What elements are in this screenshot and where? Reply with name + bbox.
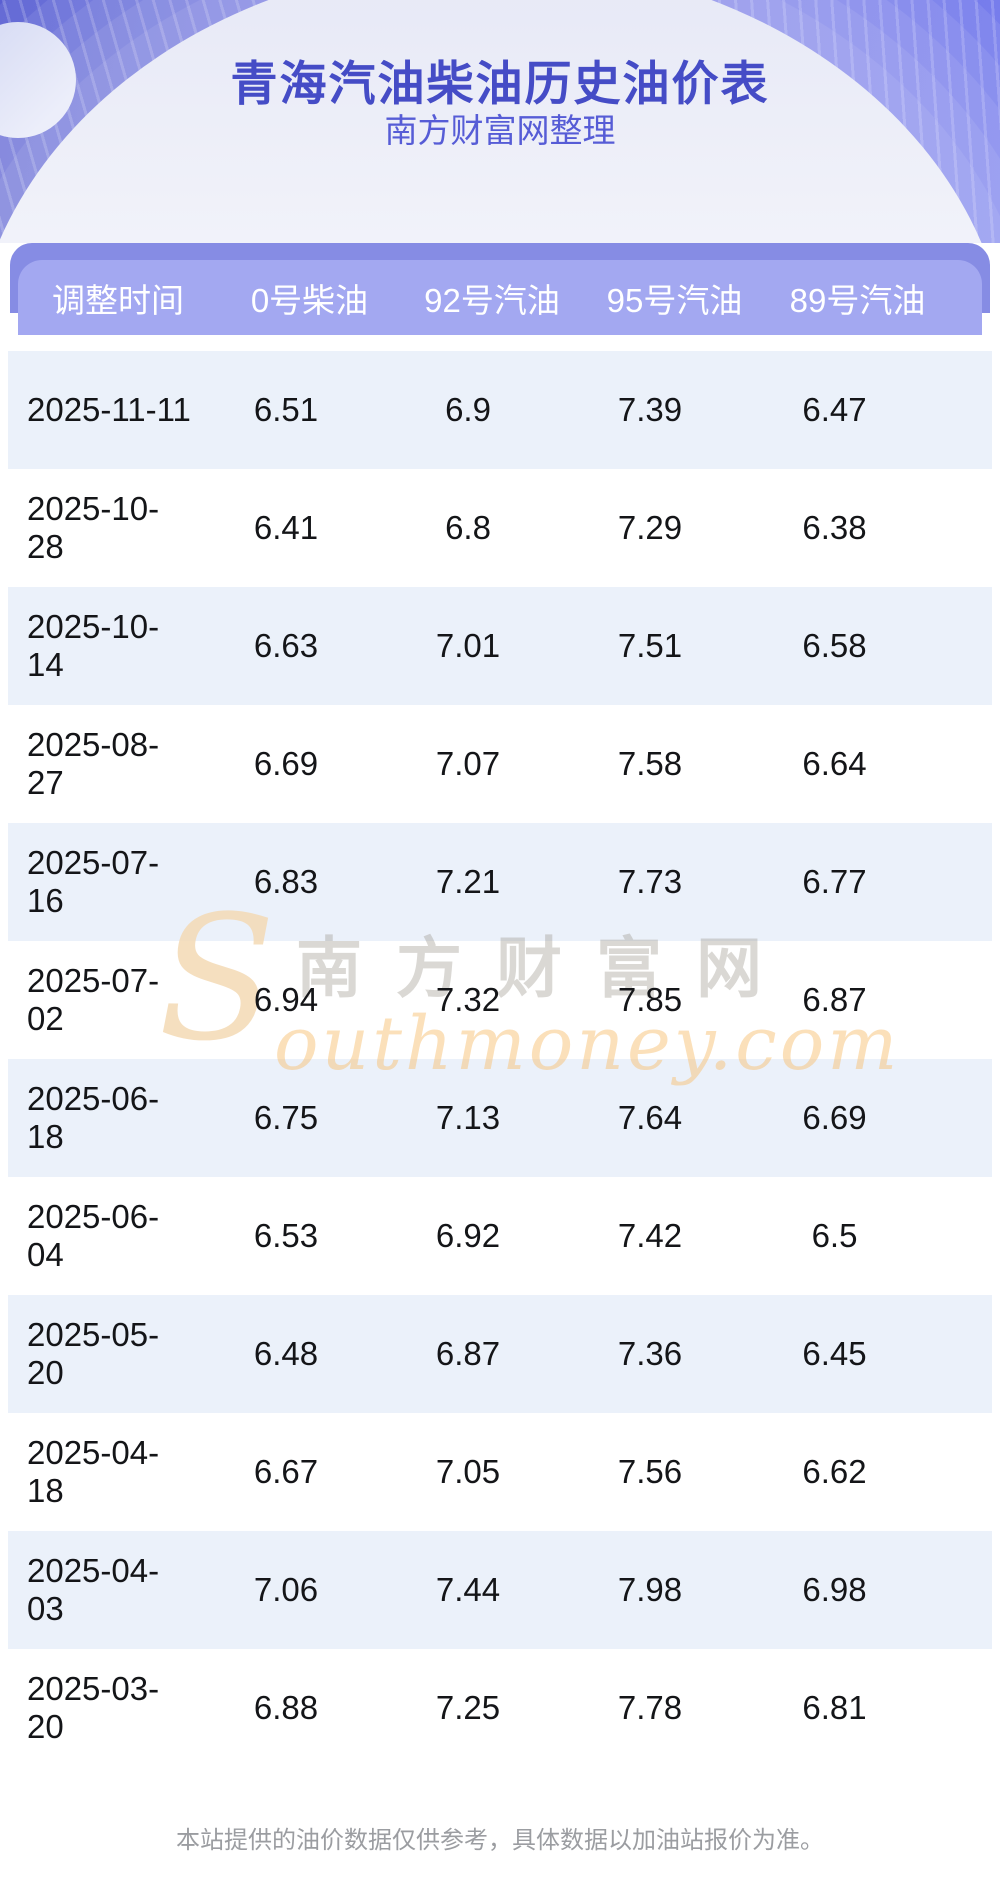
cell-price: 6.9: [445, 391, 491, 428]
cell-price: 7.21: [435, 863, 501, 900]
column-header-gas89: 89号汽油: [789, 281, 926, 319]
table-row: 2025-10-14 6.63 7.01 7.51 6.58: [8, 587, 992, 705]
cell-price: 7.73: [617, 863, 683, 900]
cell-date: 2025-10-28: [27, 490, 160, 565]
cell-price: 7.44: [435, 1571, 501, 1608]
cell-date: 2025-06-18: [27, 1080, 160, 1155]
cell-price: 6.87: [802, 981, 867, 1018]
cell-price: 6.58: [802, 627, 867, 664]
cell-price: 6.51: [253, 391, 319, 428]
column-header-time: 调整时间: [52, 281, 184, 319]
cell-price: 6.5: [811, 1217, 858, 1254]
cell-price: 6.45: [802, 1335, 867, 1372]
column-header-gas95: 95号汽油: [606, 281, 743, 319]
cell-price: 7.05: [435, 1453, 501, 1490]
cell-price: 7.07: [435, 745, 501, 782]
cell-price: 7.98: [617, 1571, 683, 1608]
cell-price: 7.85: [617, 981, 683, 1018]
cell-price: 6.87: [435, 1335, 501, 1372]
table-row: 2025-06-04 6.53 6.92 7.42 6.5: [8, 1177, 992, 1295]
page-subtitle: 南方财富网整理: [384, 112, 616, 149]
banner: 青海汽油柴油历史油价表 南方财富网整理: [0, 0, 1000, 243]
cell-price: 6.83: [253, 863, 319, 900]
cell-price: 6.48: [253, 1335, 319, 1372]
cell-price: 6.62: [802, 1453, 867, 1490]
cell-price: 6.81: [802, 1689, 867, 1726]
cell-price: 7.13: [435, 1099, 501, 1136]
cell-date: 2025-06-04: [27, 1198, 160, 1273]
table-row: 2025-07-02 6.94 7.32 7.85 6.87: [8, 941, 992, 1059]
table-row: 2025-11-11 6.51 6.9 7.39 6.47: [8, 351, 992, 469]
page-title: 青海汽油柴油历史油价表: [230, 57, 770, 110]
cell-date: 2025-07-16: [27, 844, 160, 919]
cell-price: 7.42: [617, 1217, 683, 1254]
cell-price: 7.51: [617, 627, 683, 664]
cell-price: 7.25: [435, 1689, 501, 1726]
table-row: 2025-06-18 6.75 7.13 7.64 6.69: [8, 1059, 992, 1177]
cell-price: 6.47: [802, 391, 867, 428]
table-row: 2025-04-18 6.67 7.05 7.56 6.62: [8, 1413, 992, 1531]
cell-date: 2025-08-27: [27, 726, 160, 801]
cell-price: 6.77: [802, 863, 867, 900]
footer-disclaimer: 本站提供的油价数据仅供参考，具体数据以加油站报价为准。: [176, 1827, 824, 1854]
table-row: 2025-07-16 6.83 7.21 7.73 6.77: [8, 823, 992, 941]
cell-price: 6.69: [802, 1099, 867, 1136]
table-row: 2025-05-20 6.48 6.87 7.36 6.45: [8, 1295, 992, 1413]
cell-price: 6.69: [253, 745, 319, 782]
cell-price: 6.41: [253, 509, 319, 546]
cell-date: 2025-07-02: [27, 962, 160, 1037]
cell-price: 7.58: [617, 745, 683, 782]
cell-price: 7.01: [435, 627, 501, 664]
table-header-row: 调整时间 0号柴油 92号汽油 95号汽油 89号汽油: [18, 260, 982, 335]
cell-price: 6.98: [802, 1571, 867, 1608]
cell-price: 6.64: [802, 745, 867, 782]
cell-price: 6.67: [253, 1453, 319, 1490]
cell-price: 7.39: [617, 391, 683, 428]
cell-date: 2025-04-18: [27, 1434, 160, 1509]
cell-price: 6.75: [253, 1099, 319, 1136]
cell-price: 6.8: [445, 509, 491, 546]
cell-price: 6.53: [253, 1217, 319, 1254]
table-row: 2025-10-28 6.41 6.8 7.29 6.38: [8, 469, 992, 587]
price-table-body: S 南方财富网 outhmoney.com 2025-11-11 6.51 6.9 7…: [8, 351, 992, 1767]
column-header-gas92: 92号汽油: [424, 281, 560, 319]
cell-price: 6.63: [253, 627, 319, 664]
cell-date: 2025-11-11: [27, 391, 191, 428]
cell-price: 6.88: [253, 1689, 319, 1726]
cell-date: 2025-03-20: [27, 1670, 160, 1745]
column-header-diesel0: 0号柴油: [250, 281, 369, 319]
table-row: 2025-08-27 6.69 7.07 7.58 6.64: [8, 705, 992, 823]
cell-price: 6.38: [802, 509, 867, 546]
cell-price: 7.29: [617, 509, 683, 546]
cell-price: 7.78: [617, 1689, 683, 1726]
cell-price: 6.94: [253, 981, 319, 1018]
cell-date: 2025-05-20: [27, 1316, 160, 1391]
cell-price: 7.56: [617, 1453, 683, 1490]
cell-price: 7.32: [435, 981, 501, 1018]
cell-price: 6.92: [435, 1217, 501, 1254]
cell-price: 7.64: [617, 1099, 683, 1136]
table-row: 2025-03-20 6.88 7.25 7.78 6.81: [8, 1649, 992, 1767]
cell-price: 7.06: [253, 1571, 319, 1608]
cell-date: 2025-04-03: [27, 1552, 160, 1627]
table-row: 2025-04-03 7.06 7.44 7.98 6.98: [8, 1531, 992, 1649]
cell-date: 2025-10-14: [27, 608, 160, 683]
cell-price: 7.36: [617, 1335, 683, 1372]
